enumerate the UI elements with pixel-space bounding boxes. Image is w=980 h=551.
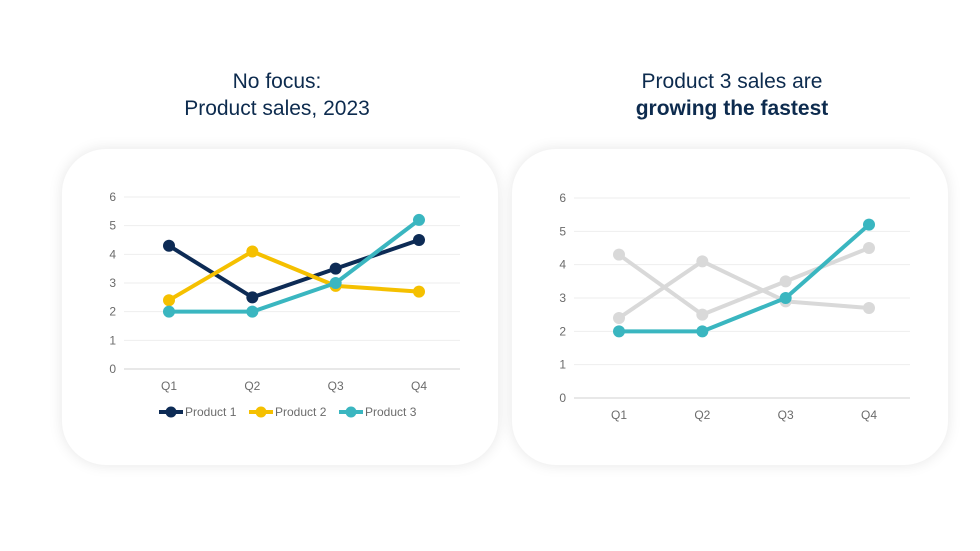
product-2-point: [163, 294, 175, 306]
product-2-point: [696, 255, 708, 267]
product-3-point: [696, 325, 708, 337]
product-3-point: [163, 306, 175, 318]
product-1-point: [613, 249, 625, 261]
y-tick-label: 0: [559, 391, 566, 405]
product-1-point: [413, 234, 425, 246]
legend-product-2-label: Product 2: [275, 405, 327, 419]
x-tick-label: Q3: [778, 408, 794, 422]
left-title-line1: No focus:: [233, 70, 322, 93]
x-tick-label: Q2: [694, 408, 710, 422]
legend-product-2-marker: [256, 407, 267, 418]
y-tick-label: 2: [559, 324, 566, 338]
right-line-chart: 0 1 2 3 4 5 6 Q1 Q2 Q3 Q4: [512, 149, 948, 465]
x-tick-label: Q1: [611, 408, 627, 422]
product-3-point: [330, 277, 342, 289]
y-tick-label: 3: [109, 276, 116, 290]
right-title-line2: growing the fastest: [542, 95, 922, 122]
y-tick-label: 5: [559, 224, 566, 238]
right-chart-card: 0 1 2 3 4 5 6 Q1 Q2 Q3 Q4: [512, 149, 948, 465]
product-1-point: [163, 240, 175, 252]
product-1-point: [780, 275, 792, 287]
y-tick-label: 5: [109, 219, 116, 233]
product-2-point: [413, 286, 425, 298]
product-1-point: [696, 309, 708, 321]
product-2-line: [619, 261, 869, 318]
right-chart-title: Product 3 sales are growing the fastest: [542, 68, 922, 122]
product-3-point: [863, 219, 875, 231]
x-tick-label: Q4: [861, 408, 877, 422]
product-3-point: [780, 292, 792, 304]
left-chart-card: 0 1 2 3 4 5 6 Q1 Q2 Q3 Q4 Product 1 Product 2 Product…: [62, 149, 498, 465]
product-3-point: [413, 214, 425, 226]
y-tick-label: 0: [109, 362, 116, 376]
legend-product-3-label: Product 3: [365, 405, 417, 419]
left-chart-title: No focus: Product sales, 2023: [87, 68, 467, 122]
legend-product-3-marker: [346, 407, 357, 418]
y-tick-label: 1: [109, 333, 116, 347]
product-1-point: [863, 242, 875, 254]
product-3-line: [169, 220, 419, 312]
right-title-line1: Product 3 sales are: [642, 70, 823, 93]
x-tick-label: Q1: [161, 379, 177, 393]
y-tick-label: 2: [109, 305, 116, 319]
product-1-point: [246, 291, 258, 303]
product-3-line: [619, 225, 869, 332]
product-3-point: [246, 306, 258, 318]
product-1-point: [330, 263, 342, 275]
y-tick-label: 4: [109, 247, 116, 261]
legend-product-1-marker: [166, 407, 177, 418]
x-tick-label: Q2: [244, 379, 260, 393]
left-title-line2: Product sales, 2023: [184, 97, 370, 120]
y-tick-label: 3: [559, 291, 566, 305]
x-tick-label: Q4: [411, 379, 427, 393]
left-line-chart: 0 1 2 3 4 5 6 Q1 Q2 Q3 Q4 Product 1 Product 2 Product…: [62, 149, 498, 465]
x-tick-label: Q3: [328, 379, 344, 393]
y-tick-label: 6: [559, 191, 566, 205]
y-tick-label: 4: [559, 258, 566, 272]
product-2-point: [613, 312, 625, 324]
y-tick-label: 1: [559, 358, 566, 372]
legend-product-1-label: Product 1: [185, 405, 237, 419]
product-3-point: [613, 325, 625, 337]
product-2-line: [169, 251, 419, 300]
product-2-point: [246, 245, 258, 257]
y-tick-label: 6: [109, 190, 116, 204]
product-2-point: [863, 302, 875, 314]
